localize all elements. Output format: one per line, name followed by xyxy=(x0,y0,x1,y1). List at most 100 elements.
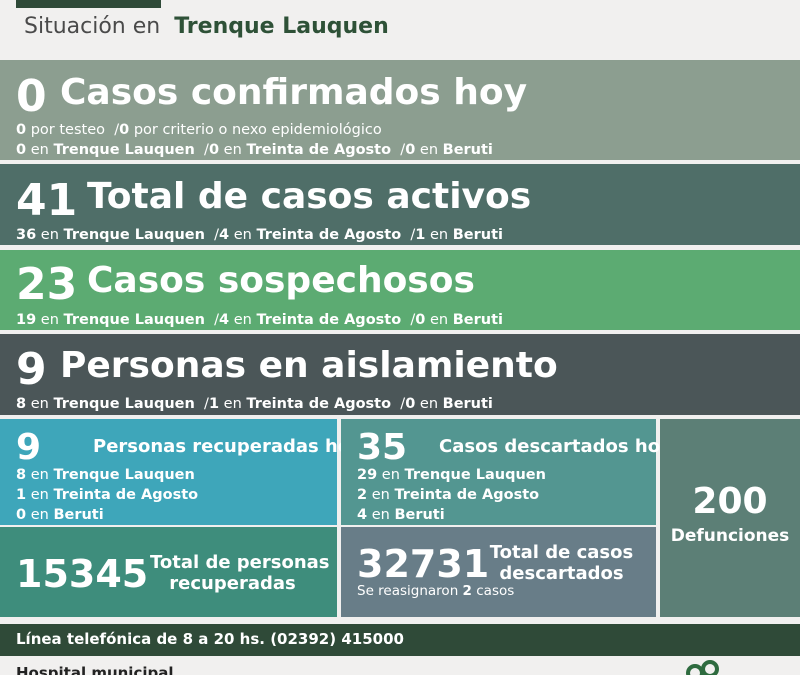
recuperados-ta-value: 1 xyxy=(16,487,27,503)
descartados-total-title-l1: Total de casos xyxy=(489,542,634,563)
sospechosos-be-value: 0 xyxy=(415,312,426,328)
testeo-label: por testeo xyxy=(30,122,105,138)
activos-band: 41 Total de casos activos 36 en Trenque … xyxy=(0,164,800,245)
sospechosos-line: 19 en Trenque Lauquen /4 en Treinta de A… xyxy=(16,312,503,328)
phone-text: Línea telefónica de 8 a 20 hs. (02392) 4… xyxy=(16,630,404,648)
en-label: en xyxy=(30,467,49,483)
aislamiento-number: 9 xyxy=(16,344,47,395)
place-ta: Treinta de Agosto xyxy=(256,227,402,243)
place-tl: Trenque Lauquen xyxy=(53,467,195,483)
descartados-hoy-row-be: 4 en Beruti xyxy=(357,505,445,525)
en-label: en xyxy=(223,142,242,158)
place-tl: Trenque Lauquen xyxy=(404,467,546,483)
recuperados-tl-value: 8 xyxy=(16,467,27,483)
activos-number: 41 xyxy=(16,175,78,226)
recuperados-total-title-l1: Total de personas xyxy=(150,552,330,573)
en-label: en xyxy=(40,312,59,328)
confirmados-tl-value: 0 xyxy=(16,142,27,158)
recuperados-total-title: Total de personas recuperadas xyxy=(150,552,330,594)
municipal-logo-icon xyxy=(686,660,719,675)
descartados-hoy-row-tl: 29 en Trenque Lauquen xyxy=(357,465,546,485)
confirmados-line2: 0 en Trenque Lauquen /0 en Treinta de Ag… xyxy=(16,142,493,158)
confirmados-ta-value: 0 xyxy=(208,142,220,158)
activos-be-value: 1 xyxy=(415,227,426,243)
descartados-ta-value: 2 xyxy=(357,487,368,503)
place-ta: Treinta de Agosto xyxy=(394,487,540,503)
sospechosos-tl-value: 19 xyxy=(16,312,37,328)
activos-tl-value: 36 xyxy=(16,227,37,243)
descartados-hoy-row-ta: 2 en Treinta de Agosto xyxy=(357,485,539,505)
confirmados-line1: 0 por testeo /0 por criterio o nexo epid… xyxy=(16,122,382,138)
descartados-total-number: 32731 xyxy=(357,542,490,586)
recuperados-hoy-number: 9 xyxy=(16,427,42,468)
en-label: en xyxy=(233,227,252,243)
en-label: en xyxy=(371,507,390,523)
sospechosos-ta-value: 4 xyxy=(219,312,230,328)
reasignados-note: Se reasignaron 2 casos xyxy=(357,583,514,599)
confirmados-title: Casos confirmados hoy xyxy=(60,72,528,113)
activos-title: Total de casos activos xyxy=(87,176,532,217)
place-tl: Trenque Lauquen xyxy=(53,142,195,158)
confirmados-be-value: 0 xyxy=(405,142,416,158)
en-label: en xyxy=(419,396,439,412)
recuperados-total-title-l2: recuperadas xyxy=(169,573,296,594)
phone-bar: Línea telefónica de 8 a 20 hs. (02392) 4… xyxy=(0,624,800,656)
criterio-value: 0 xyxy=(119,122,130,138)
recuperados-hoy-row-be: 0 en Beruti xyxy=(16,505,104,525)
en-label: en xyxy=(430,312,449,328)
reasignados-value: 2 xyxy=(462,583,472,599)
page-header: Situación en Trenque Lauquen xyxy=(24,14,389,39)
en-label: en xyxy=(233,312,252,328)
sospechosos-number: 23 xyxy=(16,259,78,310)
recuperados-hoy-row-tl: 8 en Trenque Lauquen xyxy=(16,465,195,485)
descartados-hoy-title: Casos descartados hoy xyxy=(439,436,672,457)
en-label: en xyxy=(30,507,49,523)
activos-ta-value: 4 xyxy=(219,227,230,243)
recuperados-total-card: 15345 Total de personas recuperadas xyxy=(0,527,337,617)
aislamiento-line: 8 en Trenque Lauquen /1 en Treinta de Ag… xyxy=(16,396,493,412)
place-tl: Trenque Lauquen xyxy=(63,227,205,243)
header-city: Trenque Lauquen xyxy=(174,14,389,39)
place-be: Beruti xyxy=(394,507,445,523)
recuperados-hoy-card: 9 Personas recuperadas hoy 8 en Trenque … xyxy=(0,419,362,525)
top-accent-bar xyxy=(16,0,161,8)
en-label: en xyxy=(419,142,439,158)
place-be: Beruti xyxy=(442,142,493,158)
defunciones-number: 200 xyxy=(692,481,768,522)
en-label: en xyxy=(381,467,400,483)
defunciones-card: 200 Defunciones xyxy=(660,419,800,617)
place-ta: Treinta de Agosto xyxy=(256,312,402,328)
place-tl: Trenque Lauquen xyxy=(53,396,195,412)
en-label: en xyxy=(223,396,242,412)
descartados-total-card: 32731 Total de casos descartados Se reas… xyxy=(341,527,656,617)
confirmados-band: 0 Casos confirmados hoy 0 por testeo /0 … xyxy=(0,60,800,160)
descartados-total-title: Total de casos descartados xyxy=(489,542,634,584)
confirmados-number: 0 xyxy=(16,71,47,122)
recuperados-be-value: 0 xyxy=(16,507,27,523)
sospechosos-band: 23 Casos sospechosos 19 en Trenque Lauqu… xyxy=(0,250,800,330)
aislamiento-tl-value: 8 xyxy=(16,396,27,412)
descartados-total-title-l2: descartados xyxy=(499,563,624,584)
descartados-hoy-card: 35 Casos descartados hoy 29 en Trenque L… xyxy=(341,419,672,525)
place-be: Beruti xyxy=(53,507,104,523)
defunciones-label: Defunciones xyxy=(670,526,790,546)
place-be: Beruti xyxy=(442,396,493,412)
recuperados-hoy-row-ta: 1 en Treinta de Agosto xyxy=(16,485,198,505)
aislamiento-ta-value: 1 xyxy=(208,396,220,412)
place-ta: Treinta de Agosto xyxy=(246,142,392,158)
place-tl: Trenque Lauquen xyxy=(63,312,205,328)
hospital-label: Hospital municipal xyxy=(16,664,174,675)
place-ta: Treinta de Agosto xyxy=(246,396,392,412)
en-label: en xyxy=(30,142,49,158)
reasignados-pre: Se reasignaron xyxy=(357,583,459,599)
descartados-be-value: 4 xyxy=(357,507,368,523)
place-be: Beruti xyxy=(452,227,503,243)
aislamiento-be-value: 0 xyxy=(405,396,416,412)
place-ta: Treinta de Agosto xyxy=(53,487,199,503)
aislamiento-band: 9 Personas en aislamiento 8 en Trenque L… xyxy=(0,334,800,415)
place-be: Beruti xyxy=(452,312,503,328)
criterio-label: por criterio o nexo epidemiológico xyxy=(133,122,382,138)
descartados-hoy-number: 35 xyxy=(357,427,408,468)
en-label: en xyxy=(371,487,390,503)
en-label: en xyxy=(30,487,49,503)
